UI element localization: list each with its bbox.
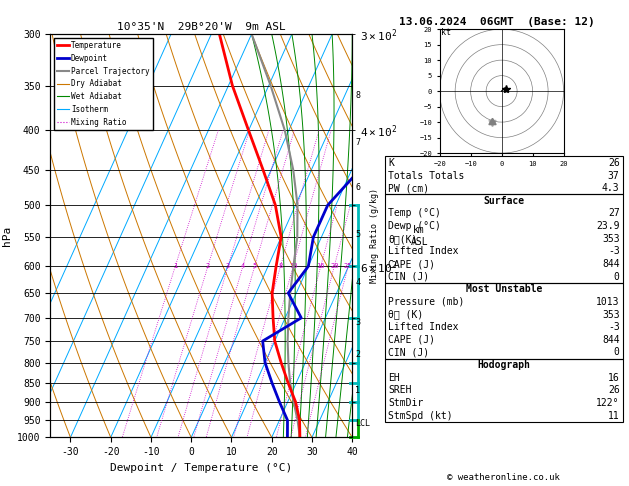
Text: 37: 37 xyxy=(608,171,620,181)
Text: 25: 25 xyxy=(344,263,352,269)
Y-axis label: hPa: hPa xyxy=(1,226,11,246)
Text: CAPE (J): CAPE (J) xyxy=(388,335,435,345)
Text: -3: -3 xyxy=(608,246,620,257)
Text: 4: 4 xyxy=(241,263,245,269)
Text: StmDir: StmDir xyxy=(388,398,423,408)
Text: StmSpd (kt): StmSpd (kt) xyxy=(388,411,453,421)
Text: 16: 16 xyxy=(316,263,325,269)
Text: Most Unstable: Most Unstable xyxy=(465,284,542,295)
Text: K: K xyxy=(388,158,394,168)
Text: Temp (°C): Temp (°C) xyxy=(388,208,441,219)
Text: 0: 0 xyxy=(614,347,620,358)
Text: Totals Totals: Totals Totals xyxy=(388,171,464,181)
Text: CIN (J): CIN (J) xyxy=(388,347,429,358)
Text: 844: 844 xyxy=(602,259,620,269)
Text: 2: 2 xyxy=(206,263,210,269)
Text: θᴇ(K): θᴇ(K) xyxy=(388,234,418,244)
Text: 353: 353 xyxy=(602,310,620,320)
Text: 11: 11 xyxy=(608,411,620,421)
Text: 4.3: 4.3 xyxy=(602,183,620,193)
Text: 26: 26 xyxy=(608,158,620,168)
Text: 13.06.2024  06GMT  (Base: 12): 13.06.2024 06GMT (Base: 12) xyxy=(399,17,595,27)
Text: 23.9: 23.9 xyxy=(596,221,620,231)
Text: 7: 7 xyxy=(355,138,360,147)
Text: CIN (J): CIN (J) xyxy=(388,272,429,282)
Text: 3: 3 xyxy=(355,318,360,327)
X-axis label: Dewpoint / Temperature (°C): Dewpoint / Temperature (°C) xyxy=(110,463,292,473)
Text: 1: 1 xyxy=(355,386,360,395)
Text: 353: 353 xyxy=(602,234,620,244)
Title: 10°35'N  29B°20'W  9m ASL: 10°35'N 29B°20'W 9m ASL xyxy=(117,22,286,32)
Legend: Temperature, Dewpoint, Parcel Trajectory, Dry Adiabat, Wet Adiabat, Isotherm, Mi: Temperature, Dewpoint, Parcel Trajectory… xyxy=(54,38,153,130)
Text: SREH: SREH xyxy=(388,385,411,396)
Text: Surface: Surface xyxy=(483,196,525,206)
Text: θᴇ (K): θᴇ (K) xyxy=(388,310,423,320)
Text: 0: 0 xyxy=(614,272,620,282)
Text: © weatheronline.co.uk: © weatheronline.co.uk xyxy=(447,473,560,482)
Text: 16: 16 xyxy=(608,373,620,383)
Text: 8: 8 xyxy=(355,90,360,100)
Text: Pressure (mb): Pressure (mb) xyxy=(388,297,464,307)
Text: LCL: LCL xyxy=(355,419,370,428)
Text: 4: 4 xyxy=(355,278,360,287)
Text: 20: 20 xyxy=(330,263,338,269)
Text: Lifted Index: Lifted Index xyxy=(388,322,459,332)
Text: 1013: 1013 xyxy=(596,297,620,307)
Text: kt: kt xyxy=(441,28,451,37)
Text: 844: 844 xyxy=(602,335,620,345)
Y-axis label: km
ASL: km ASL xyxy=(410,225,428,246)
Text: 2: 2 xyxy=(355,349,360,359)
Text: 5: 5 xyxy=(253,263,257,269)
Text: 3: 3 xyxy=(226,263,230,269)
Text: -3: -3 xyxy=(608,322,620,332)
Text: 6: 6 xyxy=(355,184,360,192)
Text: 10: 10 xyxy=(289,263,298,269)
Text: 8: 8 xyxy=(278,263,282,269)
Text: 1: 1 xyxy=(173,263,177,269)
Text: 26: 26 xyxy=(608,385,620,396)
Text: Mixing Ratio (g/kg): Mixing Ratio (g/kg) xyxy=(370,188,379,283)
Text: 5: 5 xyxy=(355,229,360,239)
Text: EH: EH xyxy=(388,373,400,383)
Text: PW (cm): PW (cm) xyxy=(388,183,429,193)
Text: CAPE (J): CAPE (J) xyxy=(388,259,435,269)
Text: 27: 27 xyxy=(608,208,620,219)
Text: Dewp (°C): Dewp (°C) xyxy=(388,221,441,231)
Text: Hodograph: Hodograph xyxy=(477,360,530,370)
Text: Lifted Index: Lifted Index xyxy=(388,246,459,257)
Text: 122°: 122° xyxy=(596,398,620,408)
